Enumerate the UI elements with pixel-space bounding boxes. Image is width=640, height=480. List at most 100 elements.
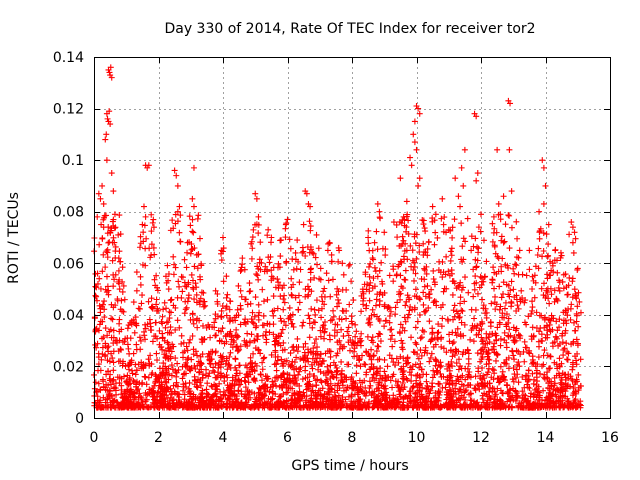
y-tick-label: 0.08 [53, 205, 84, 221]
data-point [103, 157, 110, 164]
data-point [510, 378, 517, 385]
data-point [259, 366, 266, 373]
data-point [184, 249, 191, 256]
data-point [456, 313, 463, 320]
data-point [476, 386, 483, 393]
data-point [420, 289, 427, 296]
data-point [519, 388, 526, 395]
data-point [505, 282, 512, 289]
data-point [103, 273, 110, 280]
data-point [154, 287, 161, 294]
data-point [366, 297, 373, 304]
data-point [496, 283, 503, 290]
data-point [531, 272, 538, 279]
data-point [399, 379, 406, 386]
data-point [577, 309, 584, 316]
data-point [394, 234, 401, 241]
data-point [474, 290, 481, 297]
data-point [180, 354, 187, 361]
data-point [378, 259, 385, 266]
data-point [234, 306, 241, 313]
data-point [200, 303, 207, 310]
data-point [571, 229, 578, 236]
data-point [162, 324, 169, 331]
data-point [543, 231, 550, 238]
data-point [522, 297, 529, 304]
data-point [470, 293, 477, 300]
data-points [91, 64, 584, 411]
data-point [490, 213, 497, 220]
data-point [308, 265, 315, 272]
data-point [379, 245, 386, 252]
data-point [313, 336, 320, 343]
data-point [104, 115, 111, 122]
data-point [484, 369, 491, 376]
data-point [535, 389, 542, 396]
data-point [263, 328, 270, 335]
data-point [390, 359, 397, 366]
data-point [238, 388, 245, 395]
data-point [105, 224, 112, 231]
data-point [358, 330, 365, 337]
data-point [428, 350, 435, 357]
data-point [370, 390, 377, 397]
data-point [576, 298, 583, 305]
data-point [233, 326, 240, 333]
data-point [289, 256, 296, 263]
data-point [229, 317, 236, 324]
data-point [514, 302, 521, 309]
data-point [457, 203, 464, 210]
data-point [260, 298, 267, 305]
data-point [278, 330, 285, 337]
data-point [369, 374, 376, 381]
data-point [249, 245, 256, 252]
data-point [151, 251, 158, 258]
data-point [285, 361, 292, 368]
data-point [374, 273, 381, 280]
data-point [124, 325, 131, 332]
y-tick-label: 0 [75, 411, 84, 427]
data-point [491, 285, 498, 292]
data-point [405, 311, 412, 318]
data-point [255, 276, 262, 283]
data-point [224, 404, 231, 411]
data-point [170, 271, 177, 278]
data-point [348, 318, 355, 325]
data-point [527, 390, 534, 397]
data-point [108, 315, 115, 322]
data-point [340, 271, 347, 278]
data-point [540, 200, 547, 207]
data-point [106, 375, 113, 382]
data-point [535, 338, 542, 345]
data-point [495, 255, 502, 262]
data-point [146, 360, 153, 367]
data-point [242, 384, 249, 391]
data-point [172, 367, 179, 374]
data-point [116, 212, 123, 219]
data-point [143, 235, 150, 242]
data-point [315, 245, 322, 252]
data-point [386, 272, 393, 279]
data-point [248, 255, 255, 262]
data-point [432, 211, 439, 218]
data-point [295, 292, 302, 299]
data-point [547, 353, 554, 360]
data-point [343, 315, 350, 322]
data-point [494, 351, 501, 358]
data-point [420, 301, 427, 308]
data-point [258, 259, 265, 266]
data-point [410, 266, 417, 273]
data-point [431, 279, 438, 286]
data-point [152, 319, 159, 326]
data-point [276, 264, 283, 271]
data-point [111, 211, 118, 218]
data-point [417, 335, 424, 342]
data-point [471, 315, 478, 322]
data-point [439, 301, 446, 308]
data-point [412, 394, 419, 401]
data-point [427, 354, 434, 361]
data-point [458, 220, 465, 227]
data-point [168, 362, 175, 369]
data-point [214, 290, 221, 297]
data-point [503, 311, 510, 318]
